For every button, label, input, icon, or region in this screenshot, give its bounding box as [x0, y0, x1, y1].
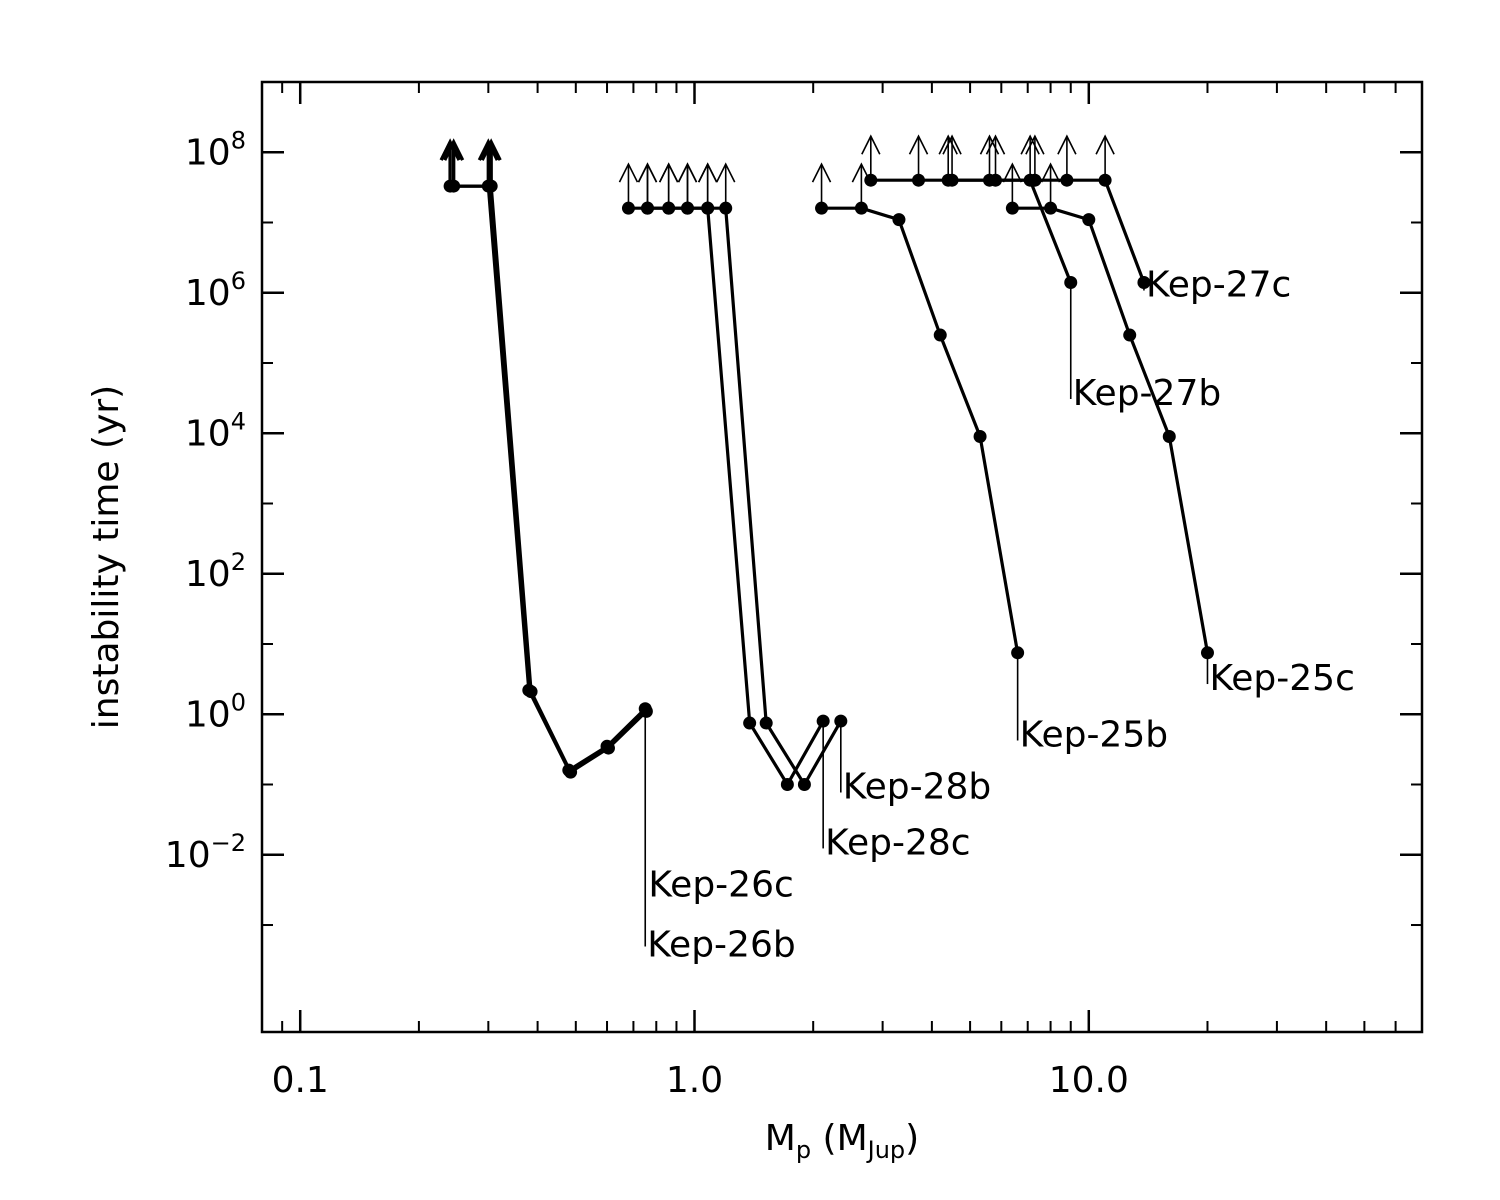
lower-limit-arrowhead: [1020, 134, 1040, 155]
series-kep-26c: [443, 138, 653, 779]
data-point: [639, 704, 653, 718]
lower-limit-arrowhead: [618, 162, 639, 183]
y-tick-label: 102: [185, 548, 246, 595]
series-kep-26b: [439, 138, 652, 777]
data-point: [743, 716, 757, 730]
series-label-kep-25b: Kep-25b: [1020, 715, 1168, 756]
lower-limit-arrowhead: [1040, 162, 1061, 183]
series-line-kep-27c: [948, 178, 1146, 284]
series-kep-27b: [861, 134, 1078, 289]
y-tick-label: 108: [185, 126, 246, 173]
series-line-kep-28c: [628, 206, 825, 787]
series-line-kep-25b: [821, 206, 1020, 654]
data-point: [601, 741, 615, 755]
series-label-kep-28b: Kep-28b: [843, 767, 991, 808]
data-point: [1162, 429, 1176, 443]
y-tick-label: 106: [185, 267, 246, 314]
x-tick-label: 1.0: [666, 1060, 723, 1101]
data-point: [780, 778, 794, 792]
series-line-kep-27b: [870, 178, 1073, 284]
lower-limit-arrowhead: [1057, 134, 1077, 155]
series-label-kep-26b: Kep-26b: [647, 924, 795, 965]
minor-ticks: [262, 81, 1422, 1032]
lower-limit-arrowhead: [1025, 134, 1045, 155]
lower-limit-arrowhead: [716, 162, 736, 183]
data-point: [797, 778, 811, 792]
lower-limit-arrowhead: [677, 162, 698, 183]
series-label-kep-28c: Kep-28c: [825, 822, 970, 863]
series-label-kep-26c: Kep-26c: [648, 864, 793, 905]
x-tick-label: 0.1: [272, 1060, 329, 1101]
y-tick-labels: 10−2 100 102 104 106 108: [165, 126, 246, 876]
label-layer: Kep-26b Kep-26c Kep-28c Kep-28b Kep-25b Kep-2…: [644, 264, 1355, 965]
series-label-kep-27b: Kep-27b: [1073, 373, 1221, 414]
series-kep-28c: [618, 162, 830, 792]
y-tick-label: 104: [185, 407, 246, 454]
major-ticks: [262, 82, 1422, 1032]
plot-frame: [260, 80, 1424, 1034]
lower-limit-arrowhead: [637, 162, 658, 183]
lower-limit-arrowhead: [908, 134, 929, 155]
data-point: [892, 213, 906, 227]
x-tick-label: 10.0: [1049, 1060, 1129, 1101]
series-line-kep-26b: [450, 184, 647, 772]
lower-limit-arrowhead: [942, 134, 962, 155]
lower-limit-arrowhead: [443, 138, 465, 161]
lower-limit-arrowhead: [985, 134, 1006, 155]
lower-limit-arrowhead: [811, 162, 832, 183]
series-kep-27c: [938, 134, 1151, 289]
lower-limit-arrowhead: [1002, 162, 1023, 183]
series-label-kep-27c: Kep-27c: [1146, 264, 1291, 305]
lower-limit-arrowhead: [477, 138, 499, 161]
series-line-kep-28b: [647, 206, 843, 787]
data-point: [933, 328, 947, 342]
lower-limit-arrowhead: [938, 134, 958, 155]
data-point: [1082, 213, 1096, 227]
lower-limit-arrowhead: [658, 162, 679, 183]
series-line-kep-26c: [453, 184, 648, 774]
y-tick-label: 10−2: [165, 829, 246, 876]
x-tick-labels: 0.1 1.0 10.0: [272, 1060, 1129, 1101]
x-axis-title: Mp (MJup): [765, 1118, 919, 1164]
data-point: [524, 685, 538, 699]
lower-limit-arrowhead: [439, 138, 461, 161]
lower-limit-arrowhead: [1095, 134, 1115, 155]
lower-limit-arrowhead: [861, 134, 881, 155]
lower-limit-arrowhead: [480, 138, 502, 161]
series-kep-28b: [637, 162, 848, 792]
data-point: [759, 716, 773, 730]
series-layer: [439, 134, 1214, 792]
series-kep-25c: [1002, 162, 1214, 660]
series-label-kep-25c: Kep-25c: [1209, 658, 1354, 699]
lower-limit-arrowhead: [697, 162, 718, 183]
data-point: [1123, 328, 1137, 342]
data-point: [564, 765, 578, 779]
series-kep-25b: [811, 162, 1025, 660]
data-point: [973, 429, 987, 443]
y-axis-title: instability time (yr): [86, 385, 127, 729]
y-tick-label: 100: [185, 688, 246, 735]
